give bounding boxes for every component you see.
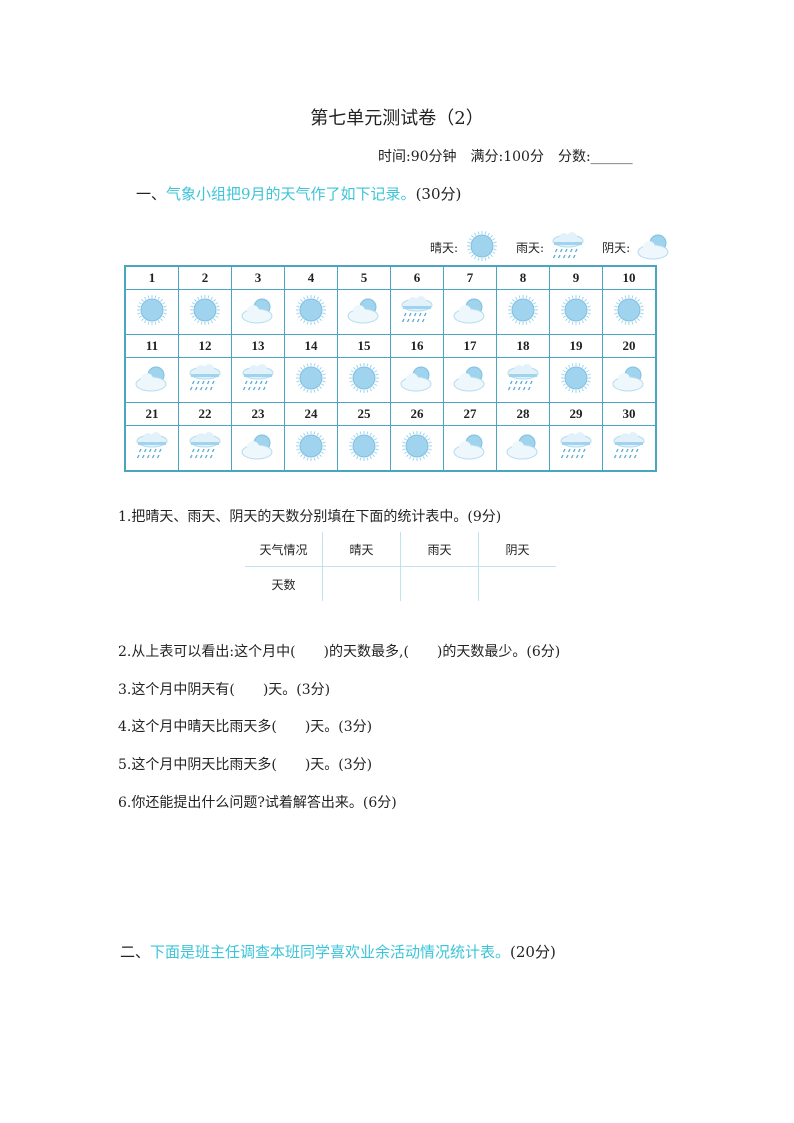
section-2-heading: 二、下面是班主任调查本班同学喜欢业余活动情况统计表。(20分)	[120, 941, 556, 962]
sunny-icon	[337, 357, 391, 403]
section-number: 一、	[136, 185, 167, 203]
day-number: 29	[549, 402, 603, 426]
rainy-icon	[550, 230, 586, 265]
day-number: 12	[178, 334, 232, 358]
cloudy-icon	[231, 425, 285, 472]
question-4: 4.这个月中晴天比雨天多( )天。(3分)	[118, 719, 373, 735]
sunny-icon	[124, 289, 179, 335]
rainy-icon	[178, 357, 232, 403]
day-number: 13	[231, 334, 285, 358]
legend-label: 阴天:	[602, 241, 631, 255]
rainy-icon	[390, 289, 444, 335]
cloudy-icon	[124, 357, 179, 403]
day-number: 30	[602, 402, 657, 426]
cloudy-icon	[443, 425, 497, 472]
rainy-icon	[496, 357, 550, 403]
stats-header: 天气情况	[245, 532, 323, 567]
cloudy-icon	[390, 357, 444, 403]
cloudy-icon	[443, 289, 497, 335]
legend-label: 雨天:	[516, 241, 545, 255]
weather-record-table: 1 2 3 4 5 6 7 8 9 10 11 12 13 14 15 16 17 18 19 20 21 22 23 24 2…	[124, 265, 657, 472]
legend-label: 晴天:	[430, 241, 459, 255]
section-text: 气象小组把9月的天气作了如下记录。	[166, 185, 416, 203]
day-number: 24	[284, 402, 338, 426]
question-6: 6.你还能提出什么问题?试着解答出来。(6分)	[118, 795, 397, 811]
cloudy-icon	[443, 357, 497, 403]
sunny-icon	[178, 289, 232, 335]
day-number: 2	[178, 265, 232, 290]
day-number: 22	[178, 402, 232, 426]
section-number: 二、	[120, 943, 151, 961]
day-number: 27	[443, 402, 497, 426]
section-text: 下面是班主任调查本班同学喜欢业余活动情况统计表。	[150, 943, 511, 961]
sunny-icon	[337, 425, 391, 472]
day-number: 3	[231, 265, 285, 290]
day-number: 26	[390, 402, 444, 426]
day-number: 8	[496, 265, 550, 290]
day-number: 20	[602, 334, 657, 358]
cloudy-count-cell[interactable]	[478, 566, 556, 601]
stats-row-label: 天数	[271, 577, 296, 592]
question-2: 2.从上表可以看出:这个月中( )的天数最多,( )的天数最少。(6分)	[118, 644, 561, 660]
cloudy-icon	[602, 357, 657, 403]
day-number: 17	[443, 334, 497, 358]
section-1-heading: 一、气象小组把9月的天气作了如下记录。(30分)	[136, 183, 461, 204]
rainy-icon	[178, 425, 232, 472]
section-points: (20分)	[510, 943, 556, 961]
section-points: (30分)	[415, 185, 462, 203]
day-number: 5	[337, 265, 391, 290]
day-number: 6	[390, 265, 444, 290]
day-number: 14	[284, 334, 338, 358]
sunny-count-cell[interactable]	[322, 566, 401, 601]
rainy-icon	[549, 425, 603, 472]
sunny-icon	[549, 289, 603, 335]
weather-legend: 晴天: 雨天: 阴天:	[420, 230, 672, 265]
cloudy-icon	[337, 289, 391, 335]
day-number: 23	[231, 402, 285, 426]
rainy-icon	[124, 425, 179, 472]
day-number: 16	[390, 334, 444, 358]
stats-header: 雨天	[400, 532, 479, 567]
rainy-icon	[602, 425, 657, 472]
day-number: 28	[496, 402, 550, 426]
cloudy-icon	[636, 230, 672, 265]
sunny-icon	[284, 425, 338, 472]
sunny-icon	[464, 230, 500, 265]
day-number: 19	[549, 334, 603, 358]
stats-table: 天气情况 晴天 雨天 阴天 天数	[245, 532, 556, 601]
day-number: 11	[124, 334, 179, 358]
sunny-icon	[284, 357, 338, 403]
rainy-count-cell[interactable]	[400, 566, 479, 601]
question-5: 5.这个月中阴天比雨天多( )天。(3分)	[118, 757, 373, 773]
sunny-icon	[549, 357, 603, 403]
day-number: 25	[337, 402, 391, 426]
page-title: 第七单元测试卷（2）	[310, 108, 484, 129]
day-number: 7	[443, 265, 497, 290]
day-number: 1	[124, 265, 179, 290]
sunny-icon	[496, 289, 550, 335]
sunny-icon	[602, 289, 657, 335]
day-number: 9	[549, 265, 603, 290]
day-number: 10	[602, 265, 657, 290]
day-number: 18	[496, 334, 550, 358]
day-number: 4	[284, 265, 338, 290]
sunny-icon	[390, 425, 444, 472]
stats-header: 阴天	[478, 532, 556, 567]
cloudy-icon	[496, 425, 550, 472]
exam-meta: 时间:90分钟 满分:100分 分数:______	[378, 149, 633, 165]
sunny-icon	[284, 289, 338, 335]
cloudy-icon	[231, 289, 285, 335]
question-1: 1.把晴天、雨天、阴天的天数分别填在下面的统计表中。(9分)	[118, 509, 502, 525]
stats-header: 晴天	[322, 532, 401, 567]
day-number: 15	[337, 334, 391, 358]
day-number: 21	[124, 402, 179, 426]
rainy-icon	[231, 357, 285, 403]
question-3: 3.这个月中阴天有( )天。(3分)	[118, 682, 331, 698]
